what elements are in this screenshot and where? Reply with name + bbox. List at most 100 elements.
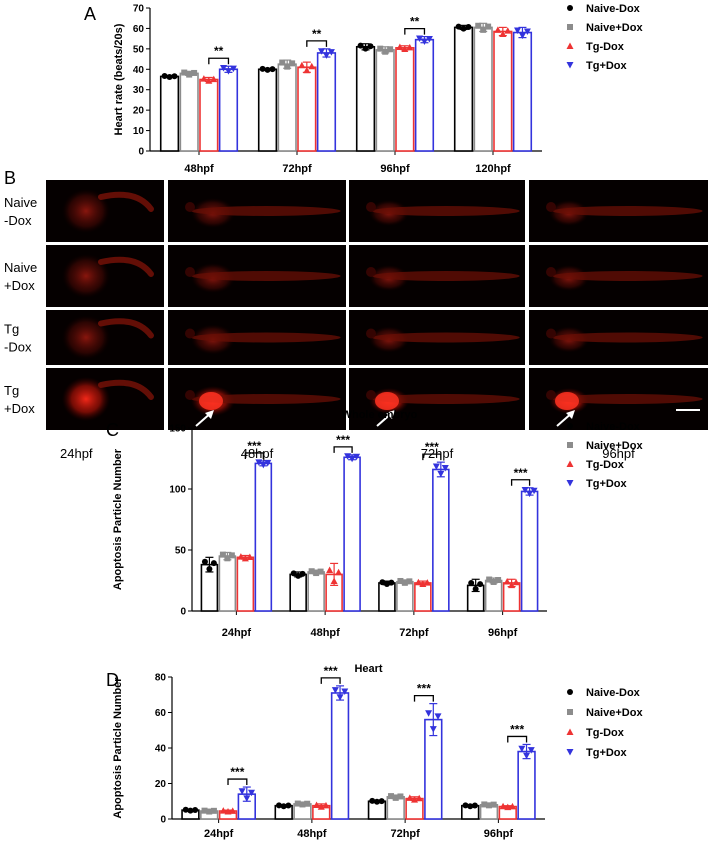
legend-label: Naive-Dox: [586, 687, 641, 699]
x-category-label: 48hpf: [297, 828, 327, 840]
data-point: [455, 23, 462, 30]
data-point: [264, 459, 272, 467]
bar: [414, 38, 435, 152]
data-point: [401, 45, 409, 53]
data-point: [171, 73, 178, 80]
significance-bracket: [333, 446, 353, 453]
bar: [316, 52, 337, 152]
data-point: [526, 490, 534, 498]
embryo-body: [191, 206, 341, 216]
row-label: +Dox: [4, 278, 35, 293]
data-point: [499, 802, 507, 810]
data-point: [486, 576, 493, 583]
data-point: [182, 806, 189, 813]
data-point: [475, 22, 482, 29]
data-point: [348, 455, 356, 463]
y-tick-label: 40: [155, 744, 167, 755]
embryo-image: [168, 180, 346, 242]
data-point: [294, 800, 301, 807]
x-category-label: 120hpf: [475, 163, 511, 175]
bar: [473, 26, 493, 152]
row-label: Naive: [4, 195, 37, 210]
bar: [512, 31, 533, 152]
data-point: [367, 43, 374, 50]
embryo-eye: [366, 202, 376, 212]
column-label: 96hpf: [602, 446, 635, 461]
embryo-body: [552, 394, 703, 404]
x-category-label: 96hpf: [380, 163, 410, 175]
data-point: [220, 65, 228, 72]
data-point: [416, 35, 424, 42]
embryo-tail: [98, 256, 154, 277]
y-tick-label: 50: [133, 44, 145, 55]
data-point: [415, 794, 423, 802]
data-point: [255, 459, 263, 466]
data-point: [508, 581, 516, 589]
bar: [375, 49, 395, 152]
data-point: [326, 566, 334, 574]
data-point: [206, 566, 213, 573]
data-point: [490, 578, 497, 585]
data-point: [206, 808, 213, 815]
y-tick-label: 70: [133, 4, 145, 15]
bar: [330, 692, 350, 820]
data-point: [229, 65, 237, 73]
data-point: [304, 800, 311, 807]
data-point: [330, 577, 338, 584]
x-category-label: 72hpf: [399, 627, 429, 639]
embryo-body: [191, 394, 341, 404]
significance-label: ***: [510, 722, 524, 736]
embryo-eye: [546, 328, 556, 339]
data-point: [166, 74, 173, 81]
data-point: [318, 48, 326, 55]
panel-letter: B: [4, 168, 16, 188]
embryo-body: [552, 206, 703, 216]
data-point: [429, 726, 437, 733]
bar: [297, 66, 317, 152]
embryo-body: [191, 271, 341, 281]
row-label: +Dox: [4, 401, 35, 416]
significance-bracket: [413, 694, 434, 702]
data-point: [308, 62, 316, 70]
data-point: [512, 578, 520, 586]
embryo-image: [349, 368, 525, 430]
legend-marker: [566, 460, 574, 467]
x-category-label: 24hpf: [222, 627, 252, 639]
data-point: [437, 470, 445, 478]
x-category-label: 48hpf: [310, 627, 340, 639]
data-point: [481, 801, 488, 808]
data-point: [392, 794, 399, 801]
legend-marker: [566, 42, 574, 49]
data-point: [228, 552, 235, 559]
data-point: [285, 802, 292, 809]
data-point: [388, 793, 395, 800]
x-category-label: 24hpf: [204, 828, 234, 840]
legend-label: Naive-Dox: [586, 3, 641, 15]
data-point: [477, 581, 484, 588]
embryo-image: [46, 245, 164, 307]
y-tick-label: 30: [133, 85, 145, 96]
y-tick-label: 60: [155, 708, 167, 719]
data-point: [523, 752, 531, 760]
bar: [355, 46, 376, 152]
x-category-label: 48hpf: [184, 163, 214, 175]
data-point: [406, 794, 414, 801]
data-point: [460, 25, 467, 32]
data-point: [397, 793, 404, 800]
embryo-tail: [98, 318, 154, 339]
bar: [517, 750, 536, 820]
data-point: [518, 32, 526, 40]
data-point: [397, 577, 404, 584]
data-point: [387, 46, 394, 53]
chart-apoptosis-heart: D Heart 0 20 40 60 80 Apoptosis Particle Number…: [106, 663, 643, 840]
legend-label: Tg-Dox: [586, 459, 625, 471]
embryo-eye: [185, 267, 195, 277]
data-point: [432, 463, 440, 471]
data-point: [490, 801, 497, 808]
bar: [218, 68, 239, 152]
y-tick-label: 10: [133, 126, 145, 137]
y-tick-label: 20: [133, 106, 145, 117]
data-point: [237, 553, 245, 560]
x-category-label: 96hpf: [488, 627, 518, 639]
